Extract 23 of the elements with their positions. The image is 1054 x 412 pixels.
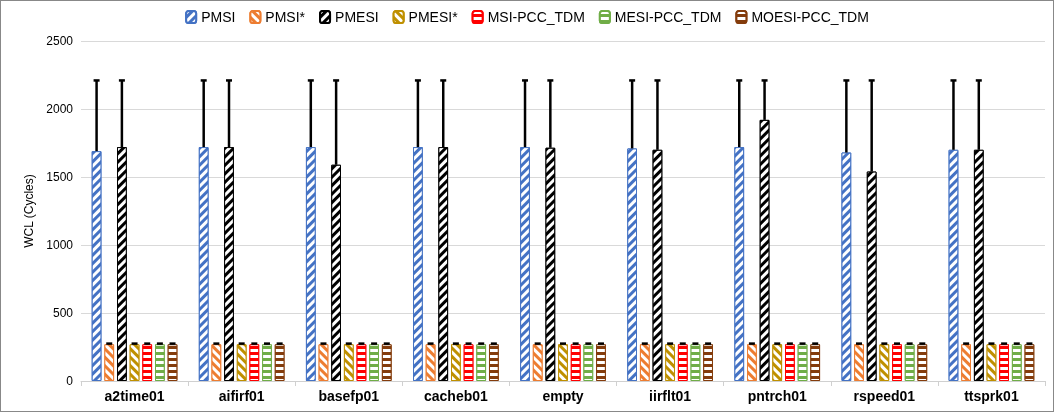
y-tick-label: 2500 [46, 34, 74, 48]
x-tick-label: basefp01 [318, 388, 380, 404]
legend-label: MSI-PCC_TDM [487, 9, 585, 25]
x-tick-label: ttsprk01 [964, 388, 1019, 404]
x-tick-label: rspeed01 [853, 388, 916, 404]
x-tick-label: empty [542, 388, 584, 404]
legend-label: PMSI* [265, 9, 306, 25]
x-tick-label: cacheb01 [423, 388, 489, 404]
y-tick-label: 2000 [46, 102, 74, 116]
y-axis-title: WCL (Cycles) [22, 174, 37, 248]
x-tick-label: pntrch01 [747, 388, 807, 404]
y-tick-label: 500 [52, 306, 74, 320]
legend-label: PMSI [201, 9, 236, 25]
x-tick-label: aifirf01 [218, 388, 265, 404]
legend-label: MESI-PCC_TDM [614, 9, 722, 25]
legend-label: PMESI* [408, 9, 459, 25]
legend-label: PMESI [335, 9, 379, 25]
y-tick-label: 0 [66, 374, 74, 388]
x-tick-label: iirflt01 [649, 388, 692, 404]
legend-label: MOESI-PCC_TDM [751, 9, 869, 25]
y-tick-label: 1000 [46, 238, 74, 252]
y-tick-label: 1500 [46, 170, 74, 184]
x-tick-label: a2time01 [104, 388, 165, 404]
